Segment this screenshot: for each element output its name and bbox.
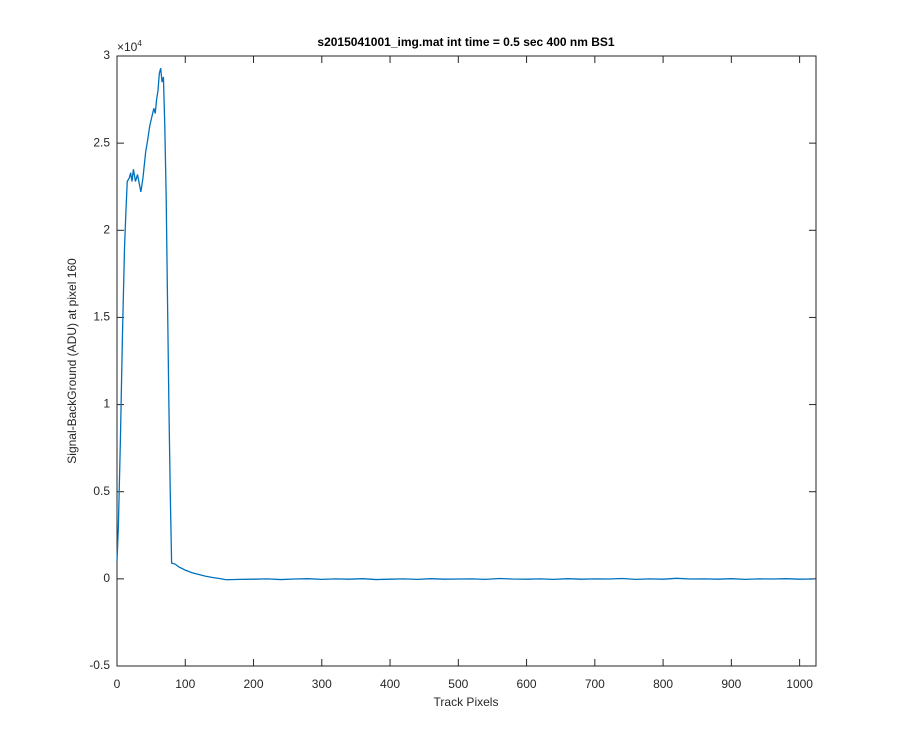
y-axis-label: Signal-BackGround (ADU) at pixel 160: [65, 258, 79, 464]
y-exponent-power: 4: [137, 39, 142, 48]
y-tick-label: 1.5: [93, 310, 110, 324]
x-tick-label: 400: [380, 677, 400, 691]
chart-title: s2015041001_img.mat int time = 0.5 sec 4…: [317, 35, 615, 49]
x-tick-label: 500: [448, 677, 468, 691]
y-tick-label: 0.5: [93, 484, 110, 498]
y-exponent-base: ×10: [117, 40, 138, 54]
x-tick-label: 700: [585, 677, 605, 691]
x-tick-label: 200: [244, 677, 264, 691]
x-tick-label: 100: [175, 677, 195, 691]
x-axis-label: Track Pixels: [434, 695, 499, 709]
x-tick-label: 600: [517, 677, 537, 691]
data-line: [116, 68, 814, 581]
x-tick-label: 300: [312, 677, 332, 691]
x-tick-label: 1000: [786, 677, 813, 691]
y-tick-label: 2: [103, 222, 110, 236]
y-tick-label: 0: [103, 571, 110, 585]
y-tick-label: -0.5: [89, 658, 110, 672]
y-tick-label: 2.5: [93, 135, 110, 149]
y-exponent: ×104: [117, 39, 142, 54]
x-tick-label: 900: [721, 677, 741, 691]
y-tick-label: 1: [103, 397, 110, 411]
x-tick-label: 800: [653, 677, 673, 691]
plot-frame: [116, 55, 817, 667]
y-tick-label: 3: [103, 48, 110, 62]
x-tick-label: 0: [114, 677, 121, 691]
